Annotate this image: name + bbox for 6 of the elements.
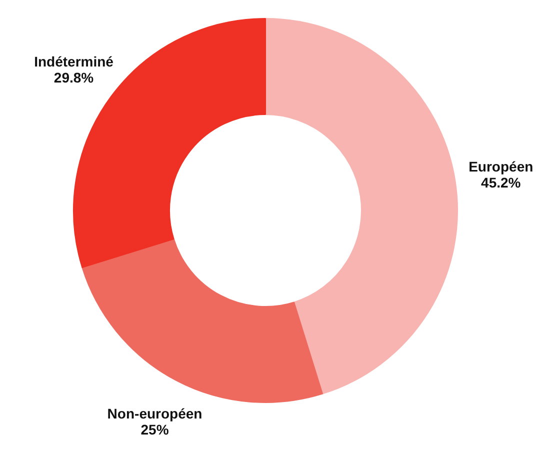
slice-label: Non-européen [107, 405, 202, 422]
data-label: 25% [140, 421, 170, 438]
data-label: 29.8% [54, 69, 94, 86]
slice-label: Européen [468, 158, 534, 175]
data-label: 45.2% [481, 174, 522, 191]
slice-label: Indéterminé [34, 53, 114, 70]
